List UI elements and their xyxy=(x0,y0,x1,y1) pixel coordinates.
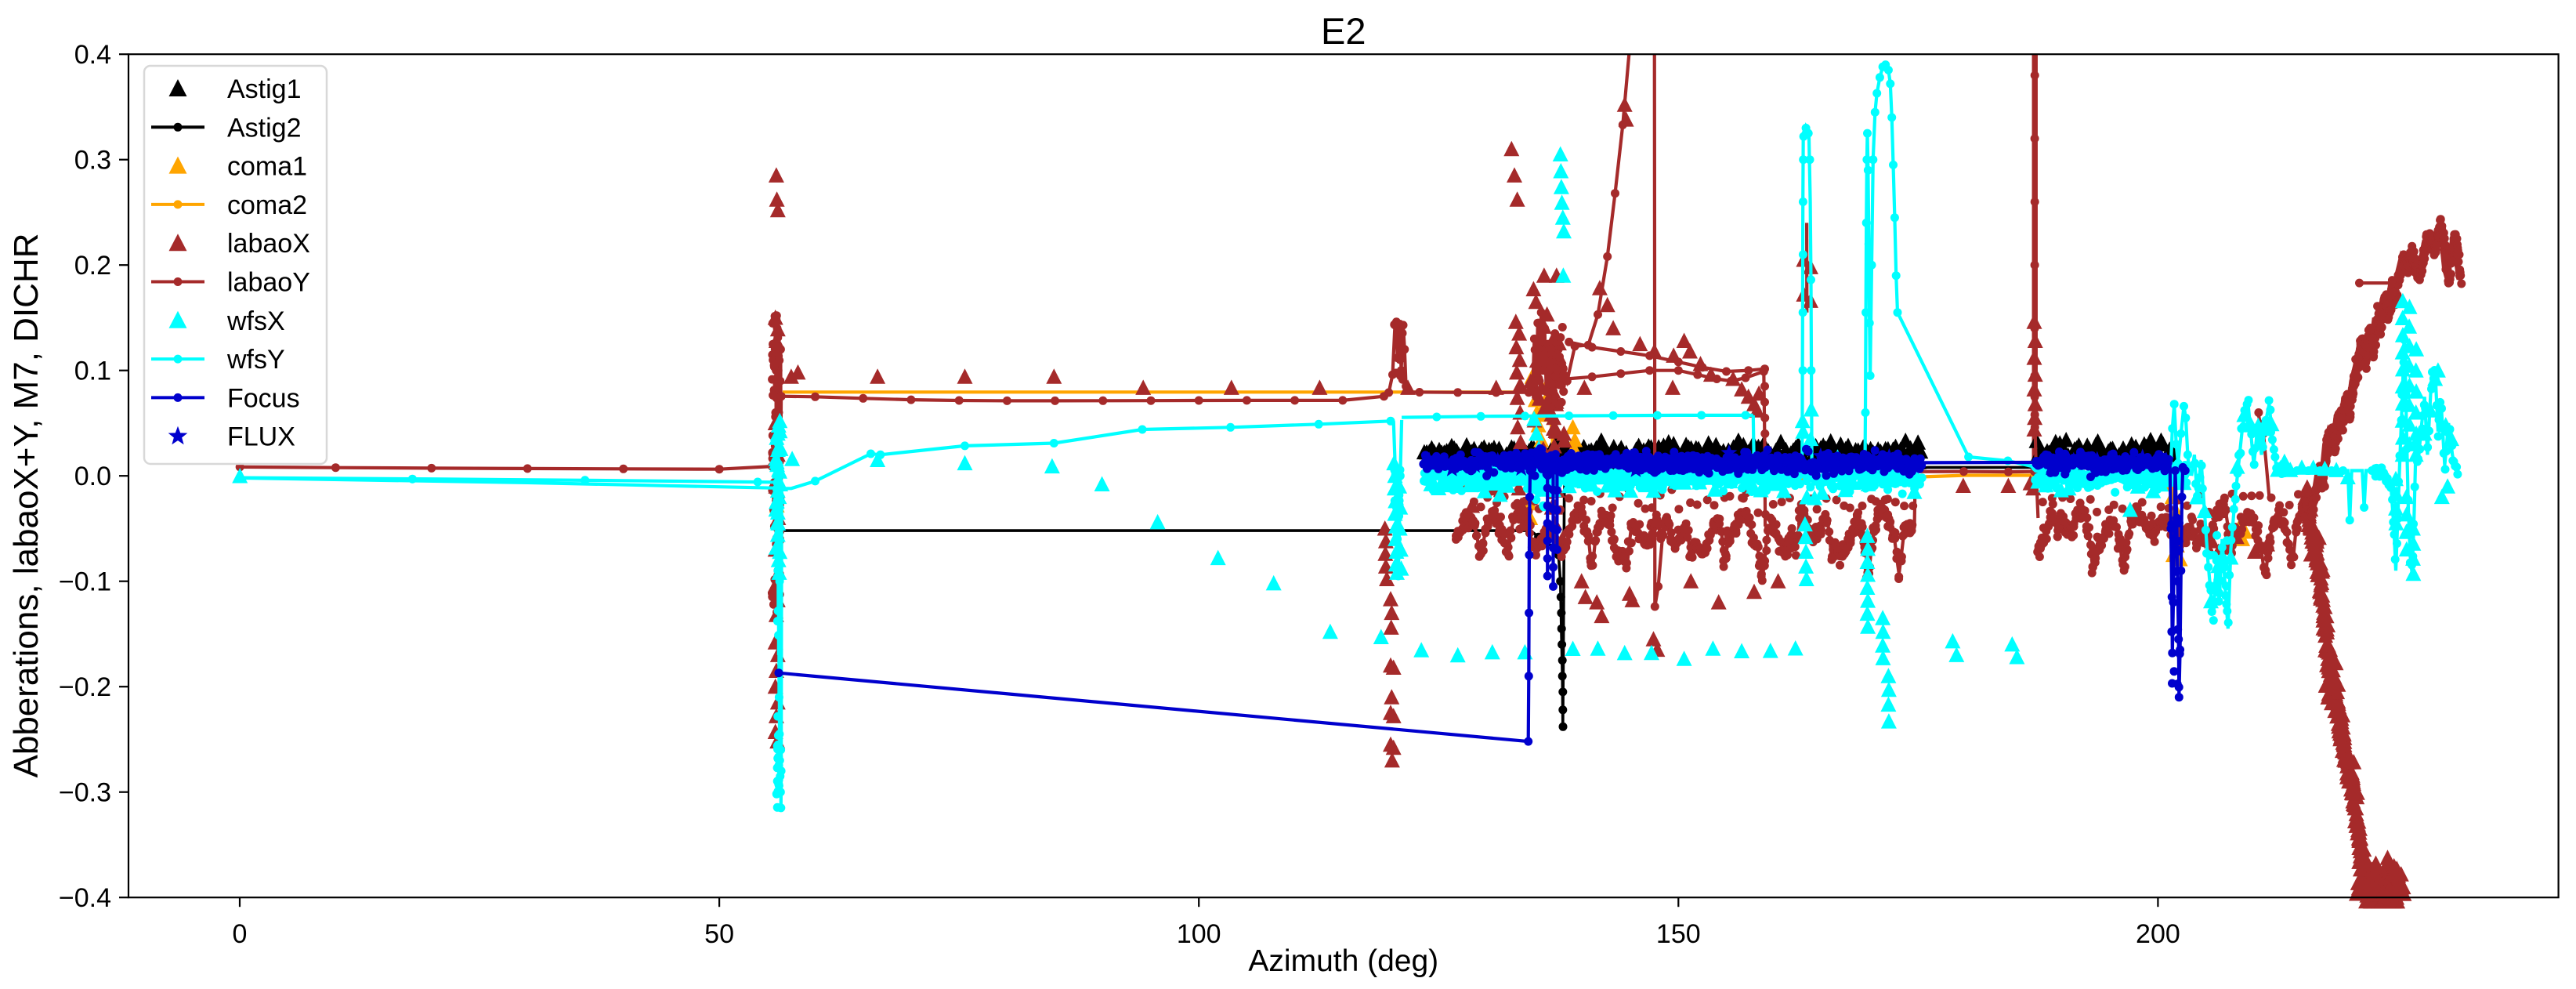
svg-text:Astig2: Astig2 xyxy=(227,113,302,143)
svg-text:100: 100 xyxy=(1177,919,1221,949)
svg-text:Abberations, labaoX+Y, M7, DIC: Abberations, labaoX+Y, M7, DICHR xyxy=(7,234,45,778)
svg-text:coma1: coma1 xyxy=(227,152,307,182)
svg-text:wfsY: wfsY xyxy=(226,345,285,375)
svg-text:labaoX: labaoX xyxy=(227,229,310,259)
svg-text:0.0: 0.0 xyxy=(74,462,111,491)
svg-text:200: 200 xyxy=(2136,919,2180,949)
svg-text:0.3: 0.3 xyxy=(74,146,111,176)
svg-text:−0.2: −0.2 xyxy=(59,672,111,702)
svg-text:coma2: coma2 xyxy=(227,190,307,220)
svg-text:wfsX: wfsX xyxy=(226,306,285,336)
svg-text:FLUX: FLUX xyxy=(227,422,295,452)
svg-text:E2: E2 xyxy=(1321,10,1366,52)
svg-text:50: 50 xyxy=(704,919,734,949)
svg-text:−0.3: −0.3 xyxy=(59,778,111,808)
svg-text:0.2: 0.2 xyxy=(74,251,111,281)
svg-text:0: 0 xyxy=(233,919,248,949)
svg-text:−0.1: −0.1 xyxy=(59,567,111,597)
svg-text:0.1: 0.1 xyxy=(74,357,111,386)
svg-text:Focus: Focus xyxy=(227,383,300,413)
svg-text:Astig1: Astig1 xyxy=(227,74,302,104)
svg-text:labaoY: labaoY xyxy=(227,268,310,298)
svg-text:150: 150 xyxy=(1656,919,1701,949)
svg-text:0.4: 0.4 xyxy=(74,40,111,70)
svg-text:−0.4: −0.4 xyxy=(59,883,111,913)
svg-text:Azimuth (deg): Azimuth (deg) xyxy=(1248,944,1438,978)
